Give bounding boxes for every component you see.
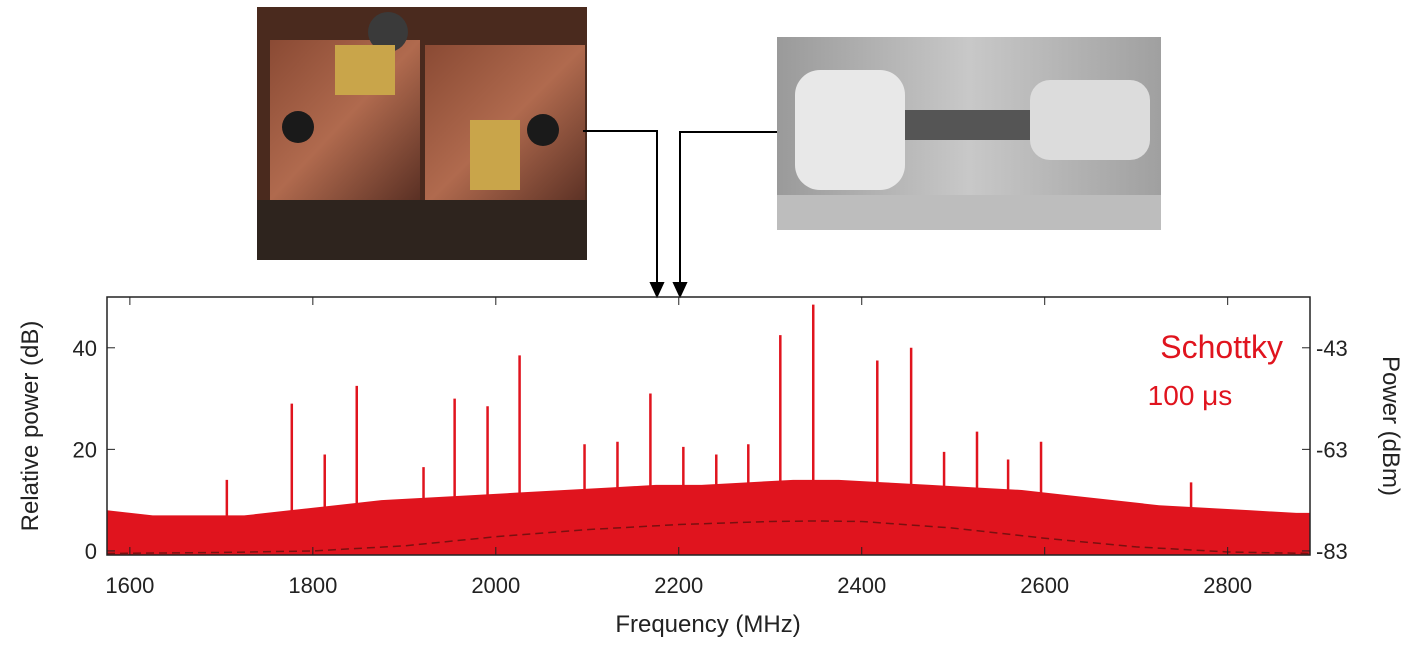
- x-tick-label: 2600: [1020, 573, 1069, 598]
- baseline-curve: [106, 520, 1311, 555]
- device-photo: [257, 7, 587, 260]
- sem-image: [777, 37, 1161, 230]
- x-tick-label: 1800: [288, 573, 337, 598]
- noise-floor: [107, 479, 1310, 555]
- x-tick-label: 2200: [654, 573, 703, 598]
- x-tick-label: 2800: [1203, 573, 1252, 598]
- annotation: 100 μs: [1148, 380, 1233, 411]
- arrows: [583, 130, 777, 299]
- y2-tick-label: -83: [1316, 539, 1348, 564]
- y2-tick-label: -63: [1316, 437, 1348, 462]
- plot-frame: [106, 296, 1311, 556]
- plot-area: 1600 1800 2000 2200 2400 2600 2800 0 20 40 -83 -63 -…: [73, 296, 1348, 598]
- y2-axis-label: Power (dBm): [1377, 356, 1404, 496]
- y2-tick-label: -43: [1316, 336, 1348, 361]
- x-tick-label: 2400: [837, 573, 886, 598]
- y-tick-label: 0: [85, 539, 97, 564]
- y-tick-label: 20: [73, 437, 97, 462]
- x-axis-label: Frequency (MHz): [615, 611, 800, 638]
- x-tick-label: 1600: [105, 573, 154, 598]
- y-axis-label: Relative power (dB): [17, 321, 44, 532]
- x-tick-label: 2000: [471, 573, 520, 598]
- annotation: Schottky: [1160, 329, 1283, 365]
- y-tick-label: 40: [73, 336, 97, 361]
